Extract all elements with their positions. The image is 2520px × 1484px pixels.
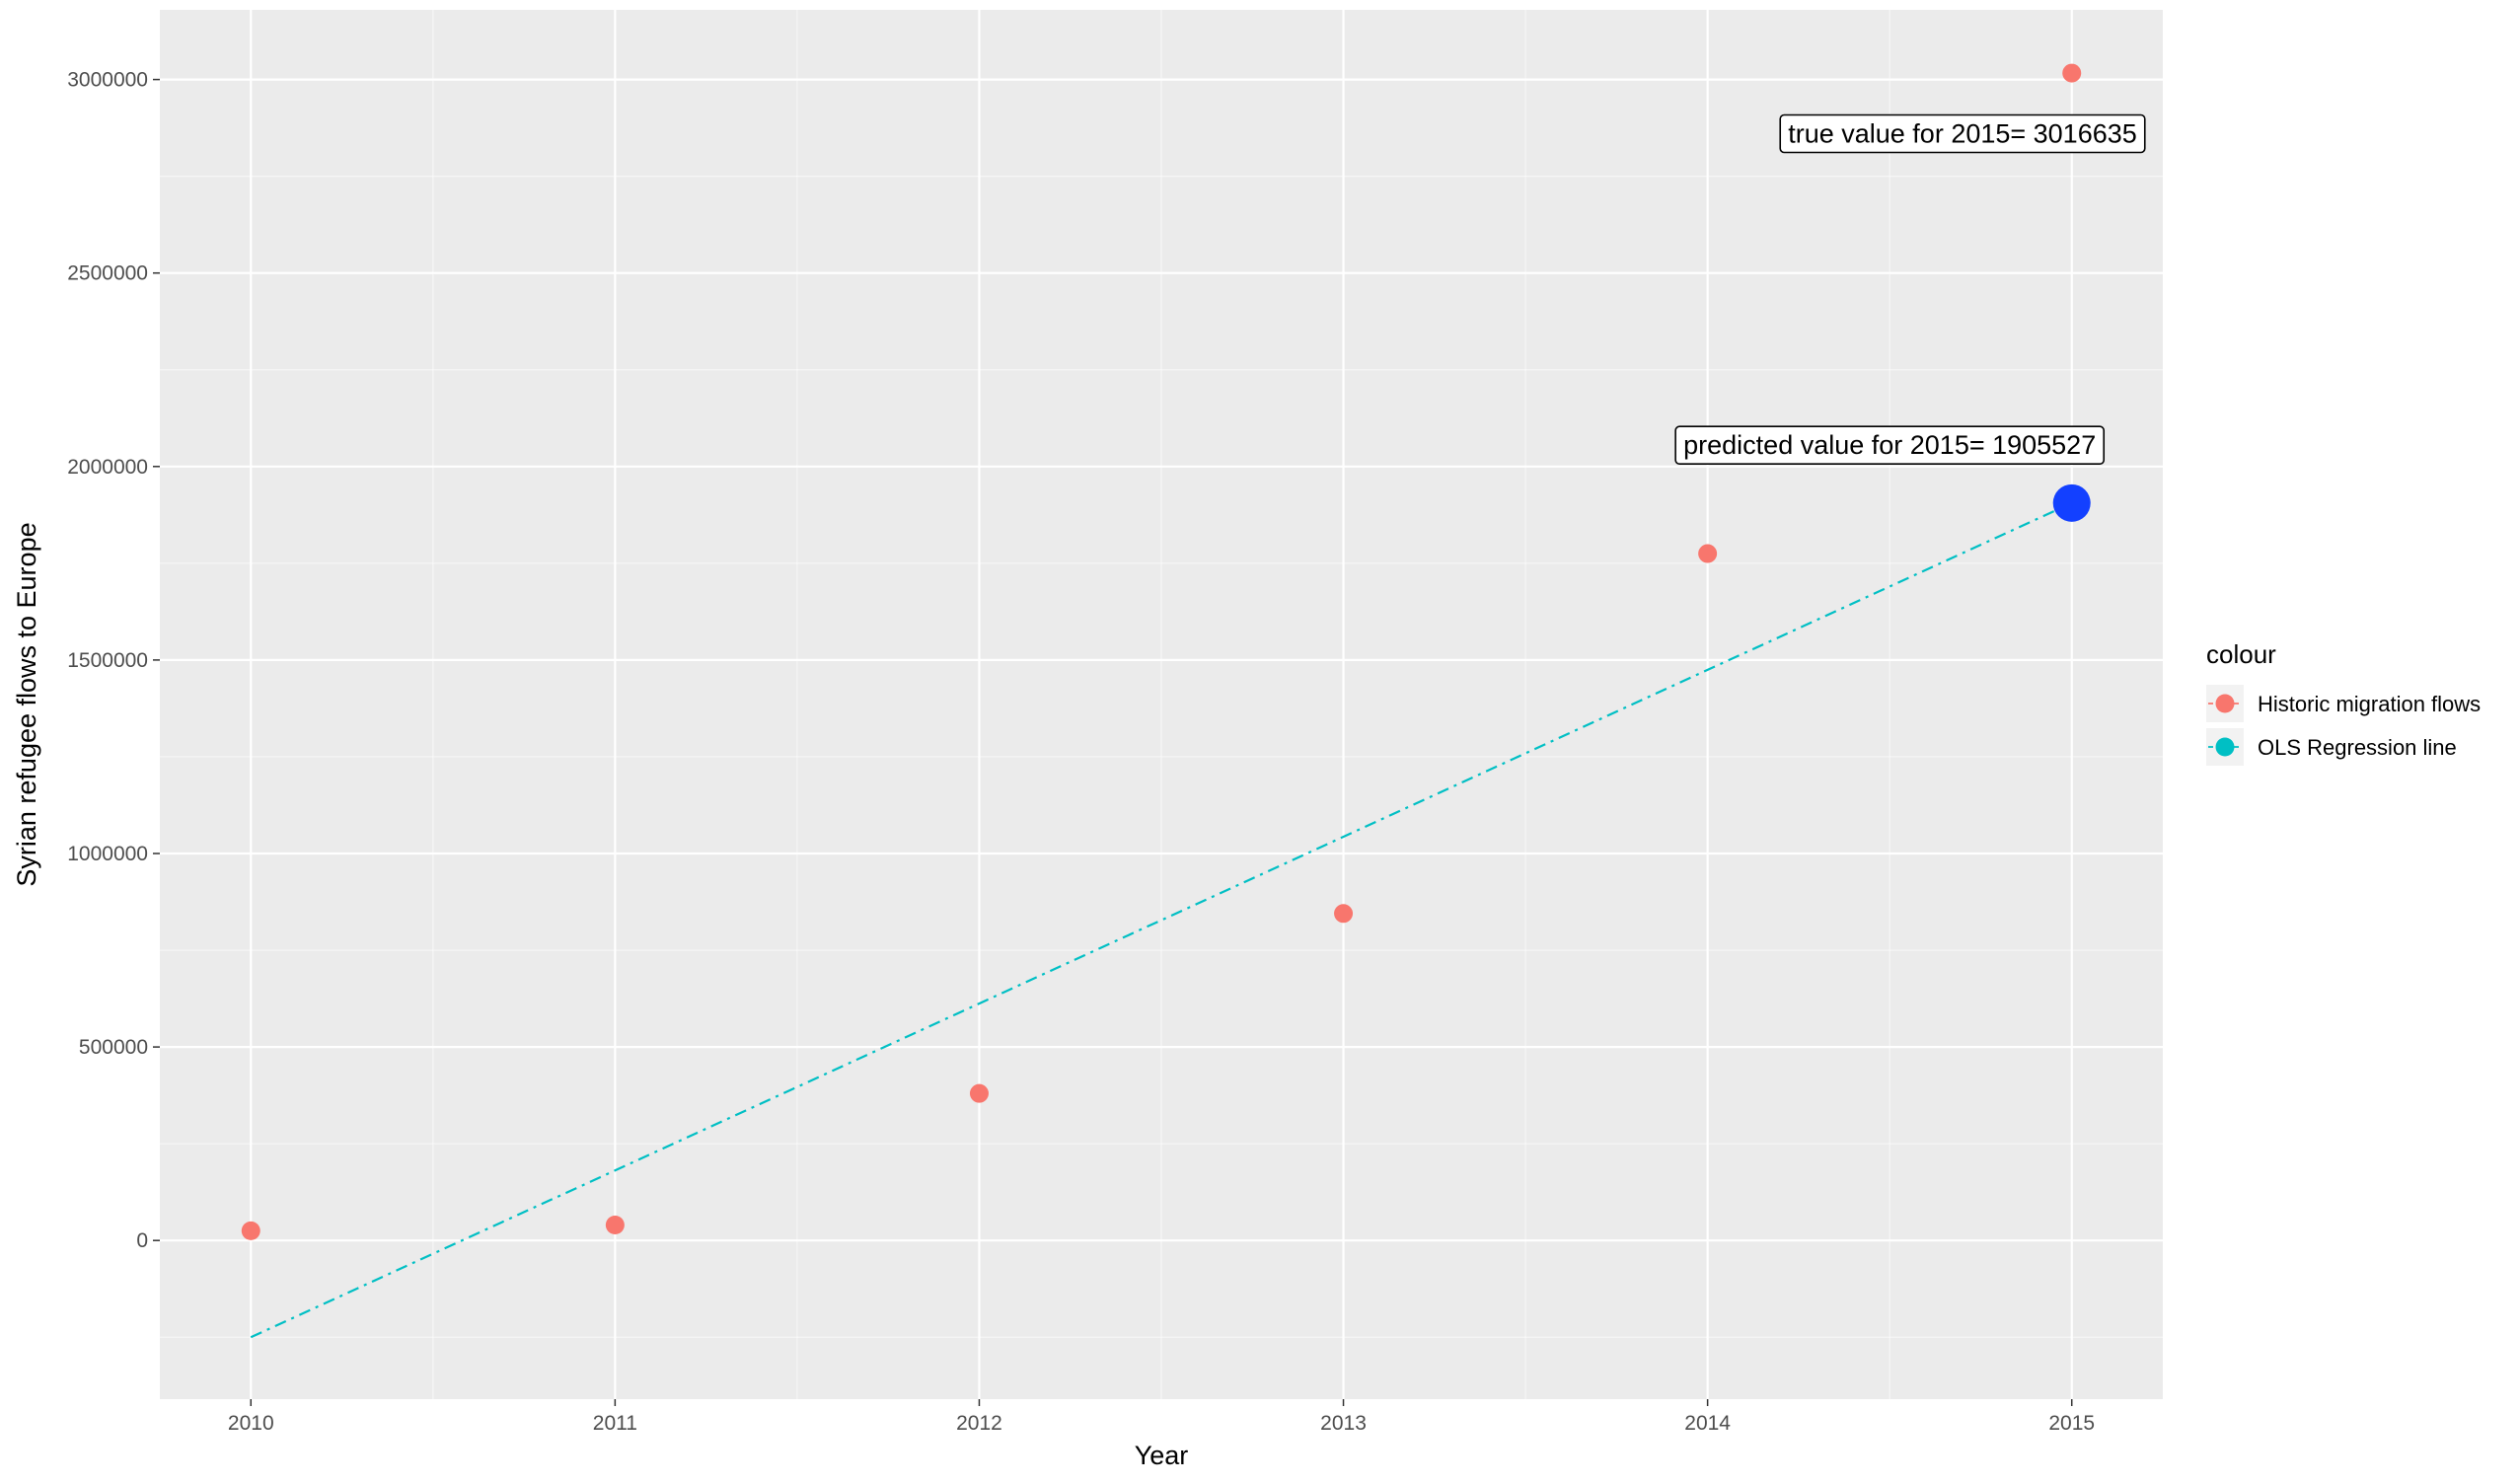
minor-gridlines (160, 10, 2163, 1399)
data-point (2062, 63, 2082, 83)
x-tick-label: 2012 (956, 1412, 1002, 1435)
annotation-text: predicted value for 2015= 1905527 (1683, 430, 2096, 460)
y-tick-label: 2000000 (67, 456, 148, 479)
x-axis-ticks: 2010 2011 2012 2013 2014 2015 (228, 1399, 2095, 1435)
y-axis-title: Syrian refugee flows to Europe (12, 522, 41, 886)
annotation-layer: true value for 2015= 3016635 predicted va… (1674, 113, 2146, 466)
y-tick-label: 1000000 (67, 843, 148, 865)
data-points-layer (241, 63, 2082, 1240)
x-tick-label: 2013 (1320, 1412, 1367, 1435)
annotation-label: true value for 2015= 3016635 (1779, 113, 2146, 154)
annotation-text: true value for 2015= 3016635 (1788, 119, 2137, 149)
y-tick-label: 1500000 (67, 649, 148, 672)
annotation-box (1674, 425, 2106, 466)
major-gridlines (160, 10, 2163, 1399)
legend-title: colour (2206, 639, 2276, 669)
y-tick-label: 2500000 (67, 262, 148, 285)
data-point (969, 1083, 989, 1103)
x-tick-label: 2010 (228, 1412, 274, 1435)
x-tick-label: 2014 (1684, 1412, 1731, 1435)
data-point (1698, 544, 1718, 563)
x-tick-label: 2011 (593, 1412, 637, 1435)
legend-label: Historic migration flows (2258, 692, 2481, 716)
x-axis-title: Year (1135, 1441, 1189, 1470)
x-tick-label: 2015 (2048, 1412, 2095, 1435)
legend: colour Historic migration flows OLS Regre… (2206, 639, 2481, 766)
legend-key-point (2215, 694, 2235, 713)
annotation-box (1779, 113, 2146, 154)
y-tick-label: 3000000 (67, 69, 148, 92)
legend-key-point (2215, 737, 2235, 757)
annotation-label: predicted value for 2015= 1905527 (1674, 425, 2106, 466)
predicted-point (2052, 483, 2091, 522)
data-point (1334, 904, 1354, 924)
data-point (241, 1221, 260, 1240)
y-tick-label: 500000 (79, 1036, 148, 1059)
y-axis-ticks: 0 500000 1000000 1500000 2000000 2500000 30000… (67, 69, 160, 1252)
y-tick-label: 0 (136, 1229, 148, 1252)
data-point (605, 1216, 625, 1235)
highlight-layer (2052, 483, 2091, 522)
legend-label: OLS Regression line (2258, 735, 2457, 760)
